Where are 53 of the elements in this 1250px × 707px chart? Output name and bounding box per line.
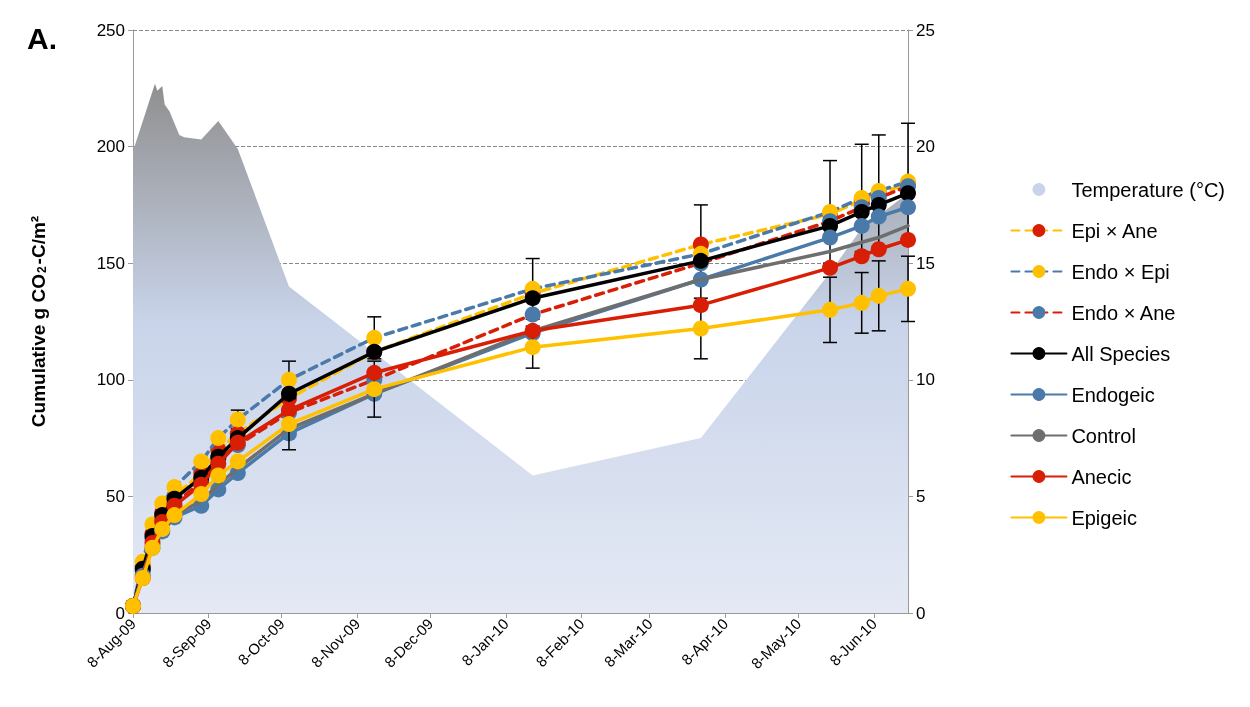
y-tick-label: 100 (96, 370, 125, 390)
point (822, 259, 839, 276)
point (900, 280, 916, 297)
point (210, 430, 227, 447)
point (870, 241, 887, 258)
point (524, 306, 541, 323)
legend-label: Endo × Ane (1071, 301, 1176, 324)
point (692, 320, 709, 337)
point (900, 185, 916, 202)
point (870, 208, 887, 225)
legend-label: Epigeic (1071, 506, 1138, 529)
y2-tick-label: 20 (916, 137, 935, 157)
point (210, 467, 227, 484)
point (193, 453, 210, 470)
point (524, 339, 541, 356)
point (853, 294, 870, 311)
y2-tick-label: 15 (916, 253, 935, 273)
point (524, 290, 541, 307)
point (853, 217, 870, 234)
legend-label: Temperature (°C) (1071, 178, 1225, 201)
y-tick-label: 150 (96, 253, 125, 273)
y-tick-label: 250 (96, 20, 125, 40)
point (366, 329, 383, 346)
point (853, 248, 870, 265)
point (870, 287, 887, 304)
legend-label: Endogeic (1071, 383, 1155, 406)
point (692, 297, 709, 314)
legend-label: Endo × Epi (1071, 260, 1170, 283)
point (193, 486, 210, 503)
y-axis-title: Cumulative g CO2-C/m² (28, 215, 49, 428)
y2-tick-label: 25 (916, 20, 935, 40)
y-tick-label: 0 (115, 603, 125, 623)
chart-title: A. (27, 21, 57, 55)
point (366, 364, 383, 381)
legend-label: All Species (1071, 342, 1171, 365)
point (822, 229, 839, 246)
y2-tick-label: 10 (916, 370, 935, 390)
y-tick-label: 200 (96, 137, 125, 157)
point (822, 301, 839, 318)
point (229, 453, 246, 470)
legend-label: Epi × Ane (1071, 219, 1158, 242)
point (280, 371, 297, 388)
y2-tick-label: 0 (916, 603, 926, 623)
legend-label: Anecic (1071, 465, 1132, 488)
y2-tick-label: 5 (916, 486, 926, 506)
point (366, 381, 383, 398)
point (280, 385, 297, 402)
y-tick-label: 50 (106, 486, 125, 506)
point (853, 203, 870, 220)
legend-label: Control (1071, 424, 1136, 447)
point (900, 231, 916, 248)
point (280, 416, 297, 433)
point (900, 199, 916, 216)
